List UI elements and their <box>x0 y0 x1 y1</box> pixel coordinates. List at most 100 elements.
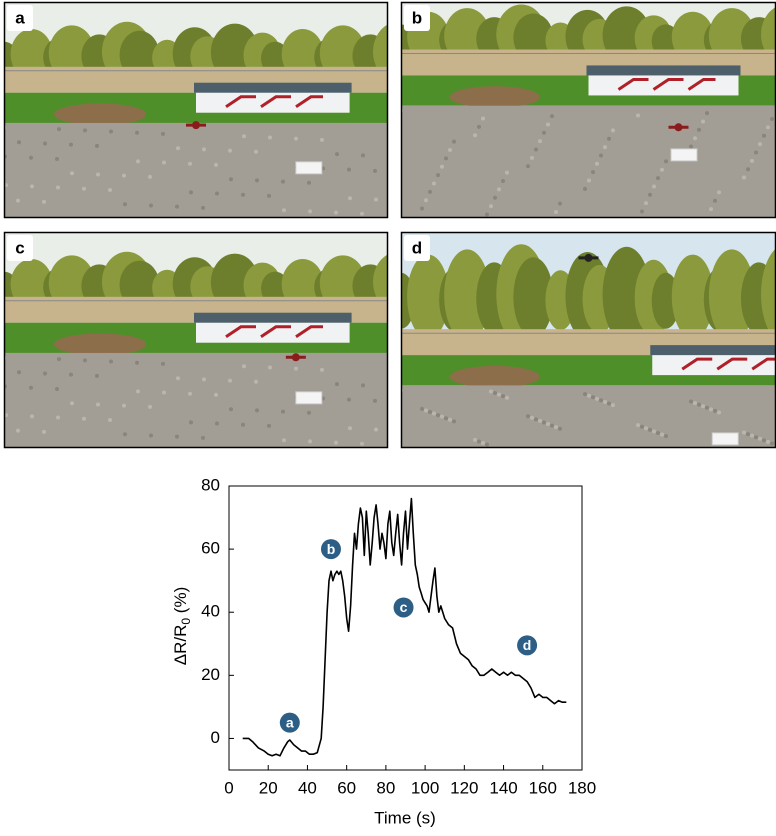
stone <box>530 155 534 160</box>
stone <box>55 386 59 391</box>
stone <box>709 207 713 212</box>
stone <box>215 191 219 196</box>
stone <box>215 421 219 426</box>
annotation-label: b <box>327 541 336 557</box>
stone <box>214 162 218 167</box>
stone <box>538 139 542 144</box>
stone <box>538 418 542 423</box>
panel-label-box <box>404 5 430 31</box>
stone <box>640 209 644 214</box>
stone <box>267 193 271 198</box>
stone <box>228 378 232 383</box>
stone <box>526 414 530 419</box>
stone <box>644 201 648 206</box>
x-tick-label: 100 <box>411 778 439 797</box>
stone <box>754 435 758 440</box>
stone <box>697 402 701 407</box>
stone <box>526 164 530 169</box>
stone <box>501 394 505 399</box>
stone <box>505 170 509 175</box>
stone <box>43 371 47 376</box>
stone <box>644 426 648 431</box>
stone <box>254 379 258 384</box>
stone <box>109 359 113 364</box>
x-tick-label: 80 <box>376 778 395 797</box>
stone <box>373 398 377 403</box>
stone <box>95 373 99 378</box>
stone <box>697 127 701 132</box>
stone <box>294 136 298 141</box>
stone <box>717 410 721 415</box>
y-tick-label: 60 <box>201 539 220 558</box>
y-axis-title: ΔR/R0 (%) <box>171 587 193 666</box>
stone <box>69 142 73 147</box>
container-roof <box>194 312 352 323</box>
stone <box>558 201 562 206</box>
stone <box>607 401 611 406</box>
stone <box>603 145 607 150</box>
stone <box>534 147 538 152</box>
stone <box>664 159 668 164</box>
stone <box>148 174 152 179</box>
stone <box>554 210 558 215</box>
stone <box>17 370 21 375</box>
sensor-box <box>295 391 323 405</box>
stone <box>29 385 33 390</box>
stone <box>493 391 497 396</box>
x-tick-label: 180 <box>568 778 596 797</box>
stone <box>587 178 591 183</box>
stone <box>709 407 713 412</box>
stone <box>530 415 534 420</box>
panel-label: d <box>412 238 422 257</box>
stone <box>689 399 693 404</box>
drone-body <box>192 121 200 130</box>
stone <box>335 152 339 157</box>
stone <box>161 131 165 136</box>
stone <box>705 405 709 410</box>
annotation-marker <box>517 635 538 656</box>
stone <box>17 140 21 145</box>
sensor-box <box>711 432 739 446</box>
stone <box>43 141 47 146</box>
stone <box>770 117 774 122</box>
stone <box>281 179 285 184</box>
stone <box>754 150 758 155</box>
stone <box>587 393 591 398</box>
stone <box>611 128 615 133</box>
photo <box>401 232 776 448</box>
stone <box>55 156 59 161</box>
stone <box>202 147 206 152</box>
stone <box>758 142 762 147</box>
stone <box>70 401 74 406</box>
stone <box>135 360 139 365</box>
stone <box>713 198 717 203</box>
y-axis-title-main: ΔR/R <box>171 625 190 666</box>
stone <box>497 187 501 192</box>
sensor-box <box>295 161 323 175</box>
stone <box>136 389 140 394</box>
stone <box>477 124 481 129</box>
stone <box>16 428 20 433</box>
stone <box>294 366 298 371</box>
stone <box>444 416 448 421</box>
stone <box>361 383 365 388</box>
stone <box>550 114 554 119</box>
y-tick-label: 40 <box>201 602 220 621</box>
stone <box>254 149 258 154</box>
stone <box>123 432 127 437</box>
plot-frame <box>228 485 583 771</box>
stone <box>648 427 652 432</box>
stone <box>255 178 259 183</box>
stone <box>591 395 595 400</box>
stone <box>83 128 87 133</box>
stone <box>505 395 509 400</box>
stone <box>122 173 126 178</box>
stone <box>542 420 546 425</box>
stone <box>201 435 205 440</box>
stone <box>57 357 61 362</box>
graffiti <box>225 95 323 108</box>
stone <box>308 209 312 214</box>
stone <box>228 148 232 153</box>
photo <box>4 2 388 218</box>
